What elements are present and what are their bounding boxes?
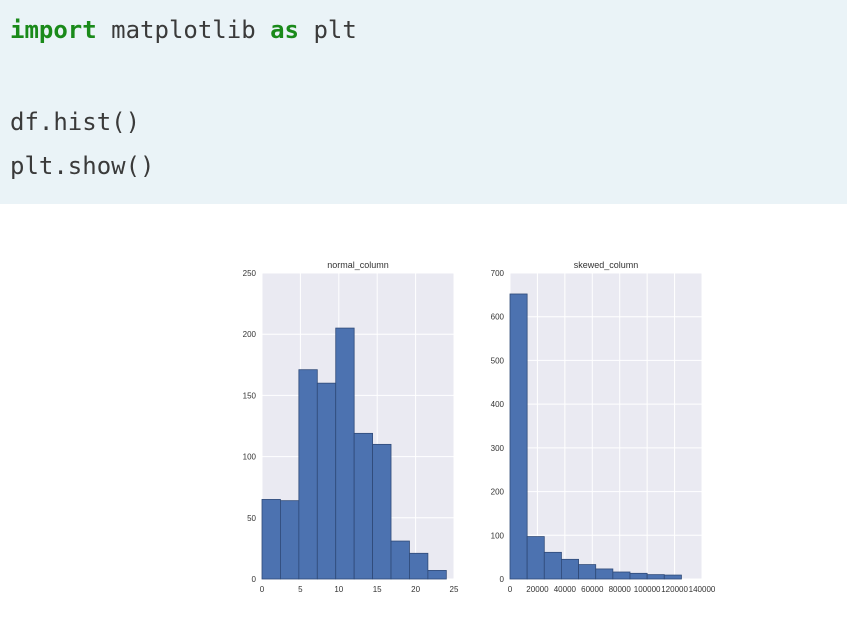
x-tick-label: 0 <box>508 585 513 594</box>
histogram-bar <box>280 500 300 580</box>
histogram-bar <box>663 574 682 580</box>
histogram-bar <box>509 293 528 580</box>
histogram-bar <box>335 327 355 580</box>
x-tick-label: 40000 <box>554 585 577 594</box>
histogram-bar <box>646 574 665 580</box>
y-tick-label: 400 <box>491 400 505 409</box>
chart-title: normal_column <box>327 260 389 270</box>
histogram-bar <box>561 558 579 580</box>
y-tick-label: 500 <box>491 356 505 365</box>
histogram-bar <box>353 432 373 580</box>
y-tick-label: 0 <box>500 575 505 584</box>
skewed-column-histogram: 0 100 200 300 400 500 600 700 0 20000 40000 60000 80… <box>491 260 716 594</box>
x-tick-label: 5 <box>298 585 303 594</box>
y-tick-label: 150 <box>243 391 257 400</box>
x-tick-label: 20000 <box>526 585 549 594</box>
histogram-bar <box>372 443 392 580</box>
histogram-bar <box>390 540 410 580</box>
x-tick-label: 15 <box>373 585 382 594</box>
histogram-figure: 0 50 100 150 200 250 0 5 10 15 20 25 normal_column 0… <box>243 260 716 594</box>
code-module: matplotlib <box>96 16 271 44</box>
y-tick-label: 0 <box>252 575 257 584</box>
y-tick-label: 200 <box>491 488 505 497</box>
plot-background <box>510 273 702 579</box>
chart-title: skewed_column <box>574 260 639 270</box>
keyword-import: import <box>10 16 97 44</box>
y-tick-label: 300 <box>491 444 505 453</box>
histogram-bar <box>427 570 447 580</box>
x-tick-label: 25 <box>450 585 459 594</box>
x-tick-label: 0 <box>260 585 265 594</box>
y-tick-label: 250 <box>243 269 257 278</box>
y-tick-label: 100 <box>243 453 257 462</box>
histogram-bar <box>261 499 281 580</box>
y-tick-label: 100 <box>491 531 505 540</box>
x-tick-label: 60000 <box>581 585 604 594</box>
normal-column-histogram: 0 50 100 150 200 250 0 5 10 15 20 25 normal_column <box>243 260 459 594</box>
y-tick-label: 200 <box>243 330 257 339</box>
histogram-bar <box>612 571 631 580</box>
x-tick-label: 140000 <box>689 585 716 594</box>
histogram-bar <box>409 552 429 580</box>
x-tick-label: 80000 <box>609 585 632 594</box>
code-blank-line <box>10 52 847 100</box>
code-cell: import matplotlib as plt df.hist() plt.s… <box>0 0 847 204</box>
code-line-show: plt.show() <box>10 152 155 180</box>
histogram-bar <box>629 572 648 580</box>
histogram-bar <box>526 536 545 580</box>
histogram-bar <box>298 369 318 580</box>
histogram-bar <box>316 382 337 580</box>
x-tick-label: 20 <box>411 585 420 594</box>
x-tick-label: 120000 <box>661 585 688 594</box>
x-tick-label: 100000 <box>634 585 661 594</box>
y-tick-label: 50 <box>247 514 256 523</box>
histogram-bar <box>543 551 562 580</box>
code-alias: plt <box>299 16 357 44</box>
y-tick-label: 700 <box>491 269 505 278</box>
code-line-import: import matplotlib as plt <box>10 8 847 52</box>
y-tick-label: 600 <box>491 313 505 322</box>
histogram-bar <box>595 568 614 580</box>
x-tick-label: 10 <box>334 585 343 594</box>
keyword-as: as <box>270 16 299 44</box>
code-line-hist: df.hist() <box>10 108 141 136</box>
histogram-bar <box>578 564 597 580</box>
